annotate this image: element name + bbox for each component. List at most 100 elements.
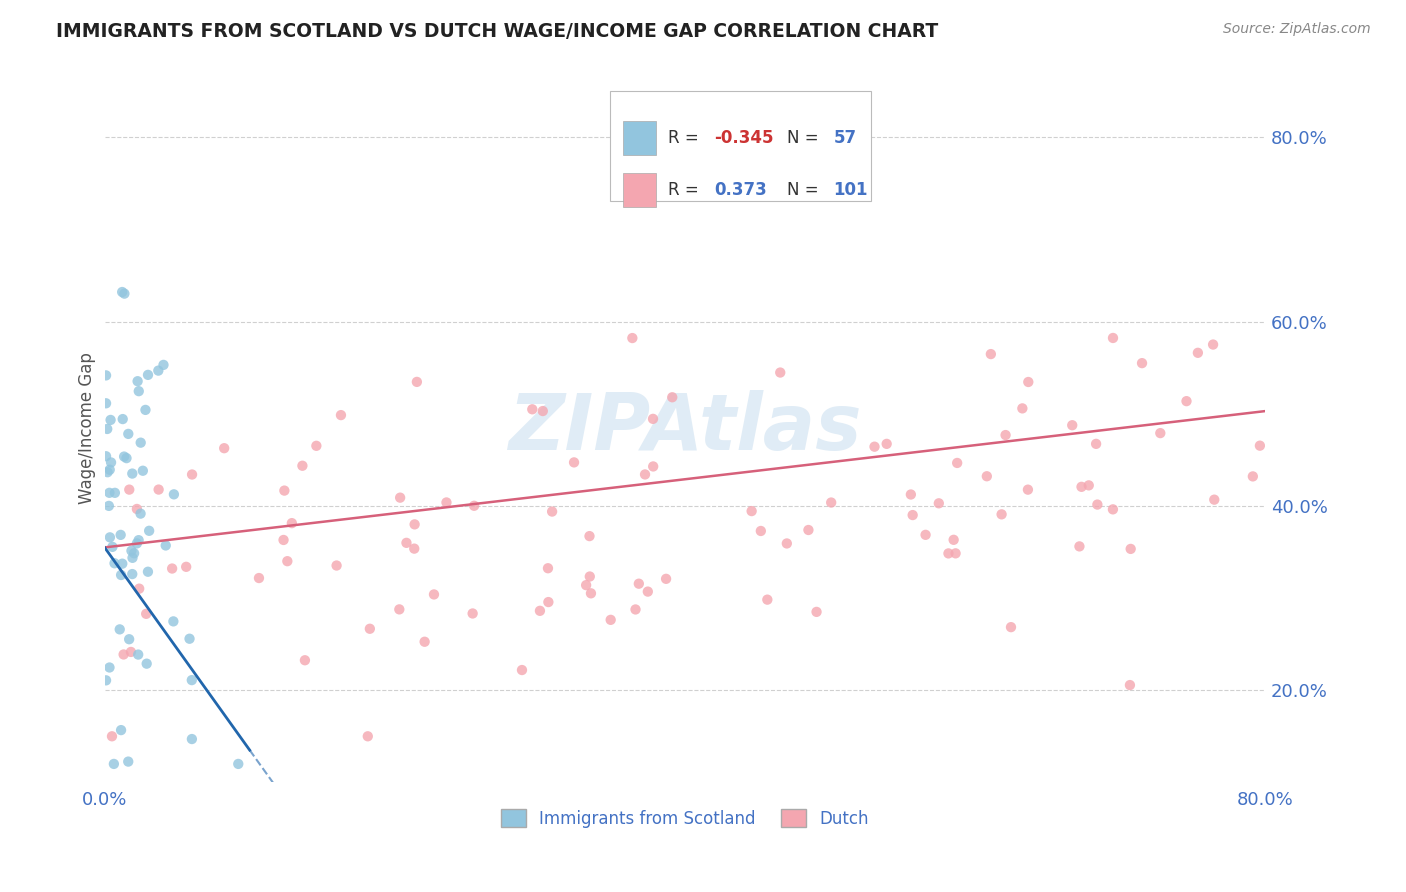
Text: R =: R = xyxy=(668,181,709,199)
Point xyxy=(624,602,647,616)
Point xyxy=(537,561,560,575)
Point xyxy=(562,455,585,469)
Point xyxy=(101,729,124,743)
Point xyxy=(914,528,936,542)
Point xyxy=(155,539,177,553)
Point xyxy=(1085,437,1108,451)
Point xyxy=(1102,502,1125,516)
Point xyxy=(655,572,678,586)
Point xyxy=(741,504,763,518)
Point xyxy=(928,496,950,510)
Point xyxy=(132,464,155,478)
Point xyxy=(769,366,792,380)
Point xyxy=(103,556,125,570)
Point xyxy=(579,586,602,600)
Point xyxy=(148,363,170,377)
Point xyxy=(117,755,139,769)
Point xyxy=(756,592,779,607)
Point xyxy=(128,384,150,399)
Point xyxy=(575,578,598,592)
Point xyxy=(578,569,600,583)
Point xyxy=(136,565,159,579)
Point xyxy=(128,533,150,548)
Point xyxy=(127,648,149,662)
Point xyxy=(1175,394,1198,409)
Point xyxy=(148,483,170,497)
Point xyxy=(990,508,1012,522)
Point xyxy=(1119,541,1142,556)
Point xyxy=(405,375,427,389)
Point xyxy=(100,455,122,469)
Point xyxy=(938,546,960,560)
Point xyxy=(120,645,142,659)
Point xyxy=(121,550,143,565)
Y-axis label: Wage/Income Gap: Wage/Income Gap xyxy=(79,351,96,504)
Point xyxy=(129,435,152,450)
Text: 57: 57 xyxy=(834,129,856,147)
Point xyxy=(541,504,564,518)
FancyBboxPatch shape xyxy=(610,91,870,201)
Point xyxy=(404,517,426,532)
Text: Source: ZipAtlas.com: Source: ZipAtlas.com xyxy=(1223,22,1371,37)
Point xyxy=(820,495,842,509)
Point xyxy=(104,486,127,500)
Text: -0.345: -0.345 xyxy=(714,129,773,147)
Point xyxy=(529,604,551,618)
Point xyxy=(115,451,138,466)
Point xyxy=(174,559,197,574)
Point xyxy=(125,536,148,550)
Point xyxy=(96,422,118,436)
Point xyxy=(1102,331,1125,345)
Point xyxy=(1130,356,1153,370)
Point xyxy=(863,440,886,454)
Point xyxy=(110,568,132,582)
Point xyxy=(134,403,156,417)
Point xyxy=(901,508,924,522)
Point xyxy=(294,653,316,667)
Point xyxy=(212,441,235,455)
Point xyxy=(281,516,304,530)
Point xyxy=(404,541,426,556)
Point xyxy=(1202,337,1225,351)
Point xyxy=(180,673,202,687)
Point xyxy=(273,483,295,498)
Point xyxy=(749,524,772,538)
Point xyxy=(876,437,898,451)
Point xyxy=(1077,478,1099,492)
Point xyxy=(1149,426,1171,441)
Point xyxy=(135,657,157,671)
Point xyxy=(776,536,799,550)
Point xyxy=(413,634,436,648)
Point xyxy=(121,567,143,582)
Point xyxy=(945,546,967,560)
Point xyxy=(94,673,117,688)
Point xyxy=(357,729,380,743)
Point xyxy=(661,390,683,404)
Point xyxy=(599,613,621,627)
Point xyxy=(163,487,186,501)
Point xyxy=(138,524,160,538)
Point xyxy=(100,413,122,427)
Point xyxy=(1069,540,1091,554)
Point xyxy=(637,584,659,599)
Point xyxy=(101,540,124,554)
Point xyxy=(1017,375,1039,389)
Point xyxy=(1204,492,1226,507)
Point xyxy=(305,439,328,453)
Point xyxy=(537,595,560,609)
Point xyxy=(976,469,998,483)
Point xyxy=(641,412,664,426)
Point xyxy=(94,368,117,383)
Point xyxy=(98,485,121,500)
Point xyxy=(276,554,298,568)
Point xyxy=(531,404,554,418)
Point xyxy=(108,623,131,637)
Point xyxy=(621,331,644,345)
Point xyxy=(226,756,249,771)
Point xyxy=(436,495,458,509)
Point xyxy=(994,428,1017,442)
Point xyxy=(1011,401,1033,416)
Point xyxy=(111,557,134,571)
Legend: Immigrants from Scotland, Dutch: Immigrants from Scotland, Dutch xyxy=(495,803,876,834)
Point xyxy=(98,530,121,544)
